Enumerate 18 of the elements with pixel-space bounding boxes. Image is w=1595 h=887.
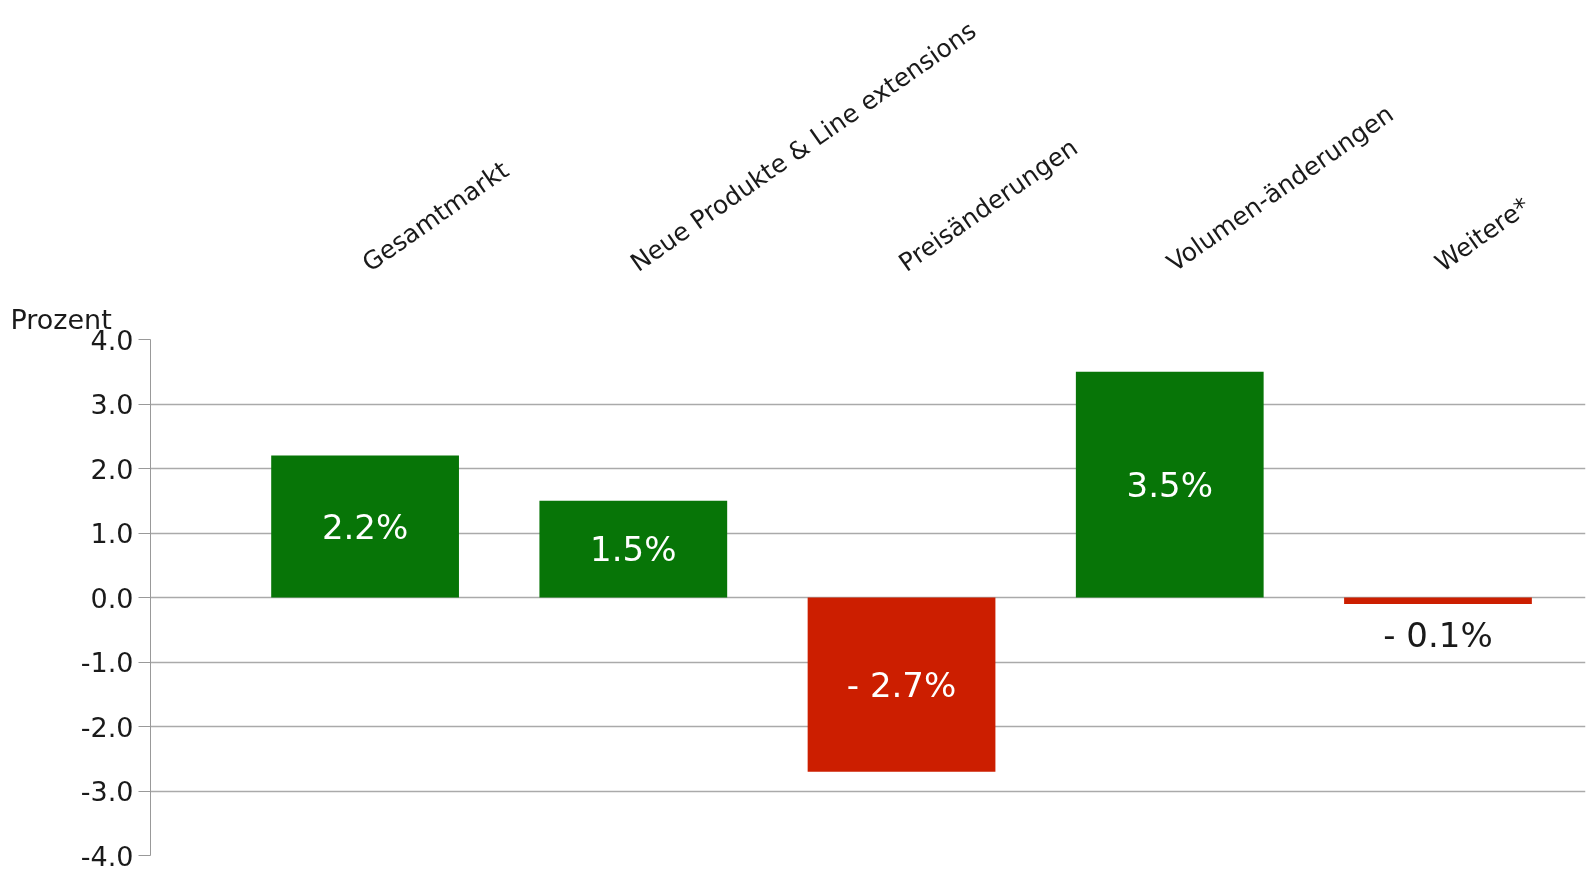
y-tick-label: 1.0 [90, 518, 134, 549]
data-label: - 2.7% [846, 664, 957, 705]
bar [539, 500, 728, 598]
y-tick-label: -3.0 [80, 776, 134, 807]
data-label: 2.2% [321, 506, 409, 547]
bar [1075, 371, 1264, 598]
y-tick-label: -1.0 [80, 647, 134, 678]
bar [271, 455, 459, 598]
data-label: - 0.1% [1383, 614, 1493, 655]
y-tick-label: 0.0 [90, 582, 134, 614]
y-tick-label: -2.0 [80, 711, 134, 743]
bar [807, 597, 996, 772]
y-tick-label: 2.0 [90, 453, 134, 485]
data-label: 3.5% [1126, 464, 1213, 505]
y-tick-label: 3.0 [90, 389, 134, 420]
data-label: 1.5% [590, 529, 677, 570]
bar [1344, 597, 1532, 604]
y-tick-label: -4.0 [80, 840, 134, 872]
